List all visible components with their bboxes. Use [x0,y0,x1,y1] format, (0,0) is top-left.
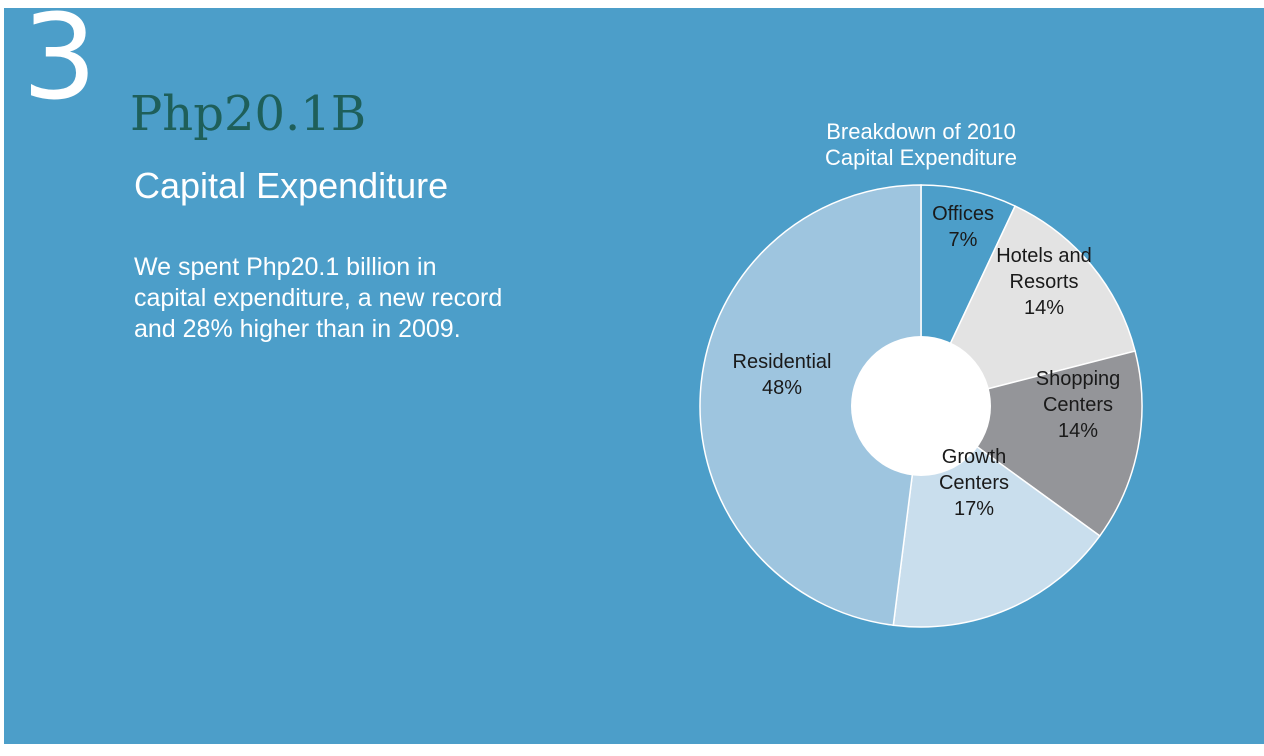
section-number: 3 [22,0,98,126]
headline-caption: Capital Expenditure [134,165,449,206]
chart-title-line: Capital Expenditure [825,145,1017,170]
slice-category-label: Growth [942,446,1006,468]
slice-value-label: 14% [1024,297,1064,319]
slice-category-label: Hotels and [996,245,1092,267]
headline-figure: Php20.1B [130,86,367,142]
slice-value-label: 48% [762,377,802,399]
slice-category-label: Shopping [1036,368,1121,390]
body-paragraph: We spent Php20.1 billion in capital expe… [134,252,534,345]
body-line: and 28% higher than in 2009. [134,315,461,343]
infographic-panel: 3 Php20.1B Capital Expenditure We spent … [4,0,1264,744]
slice-value-label: 14% [1058,420,1098,442]
pie-slice [699,184,922,627]
chart-title-line: Breakdown of 2010 [826,119,1016,144]
slice-category-label: Resorts [1010,271,1079,293]
slice-category-label: Centers [939,472,1009,494]
pie-labels: Offices 7% Hotels and Resorts 14% Shopping Cen… [733,203,1121,520]
slice-category-label: Offices [932,203,994,225]
capex-donut-chart: Breakdown of 2010 Capital Expenditure Of… [699,119,1143,628]
body-line: capital expenditure, a new record [134,284,503,312]
slice-value-label: 17% [954,498,994,520]
donut-hole [851,336,991,476]
slice-value-label: 7% [949,229,978,251]
slice-category-label: Residential [733,351,832,373]
pie-slice [919,205,1136,408]
body-line: We spent Php20.1 billion in [134,253,437,281]
slice-category-label: Centers [1043,394,1113,416]
